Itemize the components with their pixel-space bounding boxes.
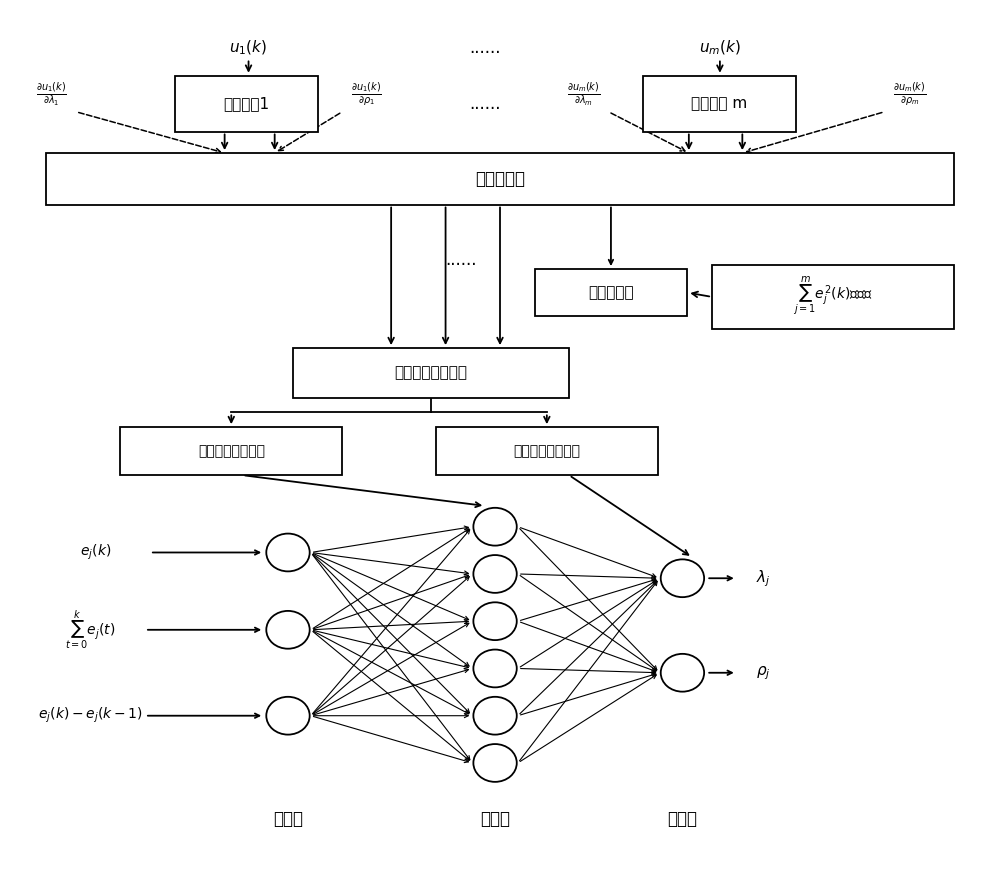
FancyBboxPatch shape [293,348,569,398]
Circle shape [266,697,310,734]
Text: $\frac{\partial u_m(k)}{\partial \rho_m}$: $\frac{\partial u_m(k)}{\partial \rho_m}… [893,81,926,108]
Text: $\sum_{t=0}^{k}e_j(t)$: $\sum_{t=0}^{k}e_j(t)$ [65,608,116,651]
Text: $u_1(k)$: $u_1(k)$ [229,39,268,58]
Text: 梯度信息1: 梯度信息1 [223,96,269,111]
FancyBboxPatch shape [712,265,954,329]
Circle shape [473,602,517,640]
Circle shape [473,650,517,687]
Text: 梯度下降法: 梯度下降法 [588,285,634,300]
Text: 更新隐含层权系数: 更新隐含层权系数 [198,444,265,458]
Circle shape [266,611,310,649]
Text: 隐含层: 隐含层 [480,810,510,828]
FancyBboxPatch shape [643,76,796,132]
Text: $\sum_{j=1}^{m}e_j^2(k)$最小化: $\sum_{j=1}^{m}e_j^2(k)$最小化 [793,275,873,319]
Text: $u_m(k)$: $u_m(k)$ [699,39,741,58]
FancyBboxPatch shape [535,269,687,316]
Circle shape [266,533,310,572]
Circle shape [473,744,517,782]
Text: 系统误差反向传播: 系统误差反向传播 [394,366,467,381]
Text: 输出层: 输出层 [667,810,697,828]
Text: ......: ...... [445,251,476,269]
Circle shape [473,697,517,734]
Text: $e_j(k)$: $e_j(k)$ [80,543,111,562]
Text: $\frac{\partial u_m(k)}{\partial \lambda_m}$: $\frac{\partial u_m(k)}{\partial \lambda… [567,80,600,108]
Text: 输入层: 输入层 [273,810,303,828]
Text: $\frac{\partial u_1(k)}{\partial \rho_1}$: $\frac{\partial u_1(k)}{\partial \rho_1}… [351,81,382,108]
Circle shape [661,654,704,691]
Text: 更新输出层权系数: 更新输出层权系数 [513,444,580,458]
Text: $e_j(k)-e_j(k-1)$: $e_j(k)-e_j(k-1)$ [38,706,143,725]
FancyBboxPatch shape [120,427,342,475]
Circle shape [473,555,517,593]
FancyBboxPatch shape [175,76,318,132]
Text: 梯度信息集: 梯度信息集 [475,169,525,188]
Text: $\lambda_j$: $\lambda_j$ [756,568,771,588]
Circle shape [473,508,517,546]
FancyBboxPatch shape [46,153,954,204]
Circle shape [661,560,704,597]
FancyBboxPatch shape [436,427,658,475]
Text: $\frac{\partial u_1(k)}{\partial \lambda_1}$: $\frac{\partial u_1(k)}{\partial \lambda… [36,80,67,108]
Text: ......: ...... [469,95,501,113]
Text: 梯度信息 m: 梯度信息 m [691,96,748,111]
Text: ......: ...... [469,39,501,58]
Text: $\rho_j$: $\rho_j$ [756,664,771,682]
